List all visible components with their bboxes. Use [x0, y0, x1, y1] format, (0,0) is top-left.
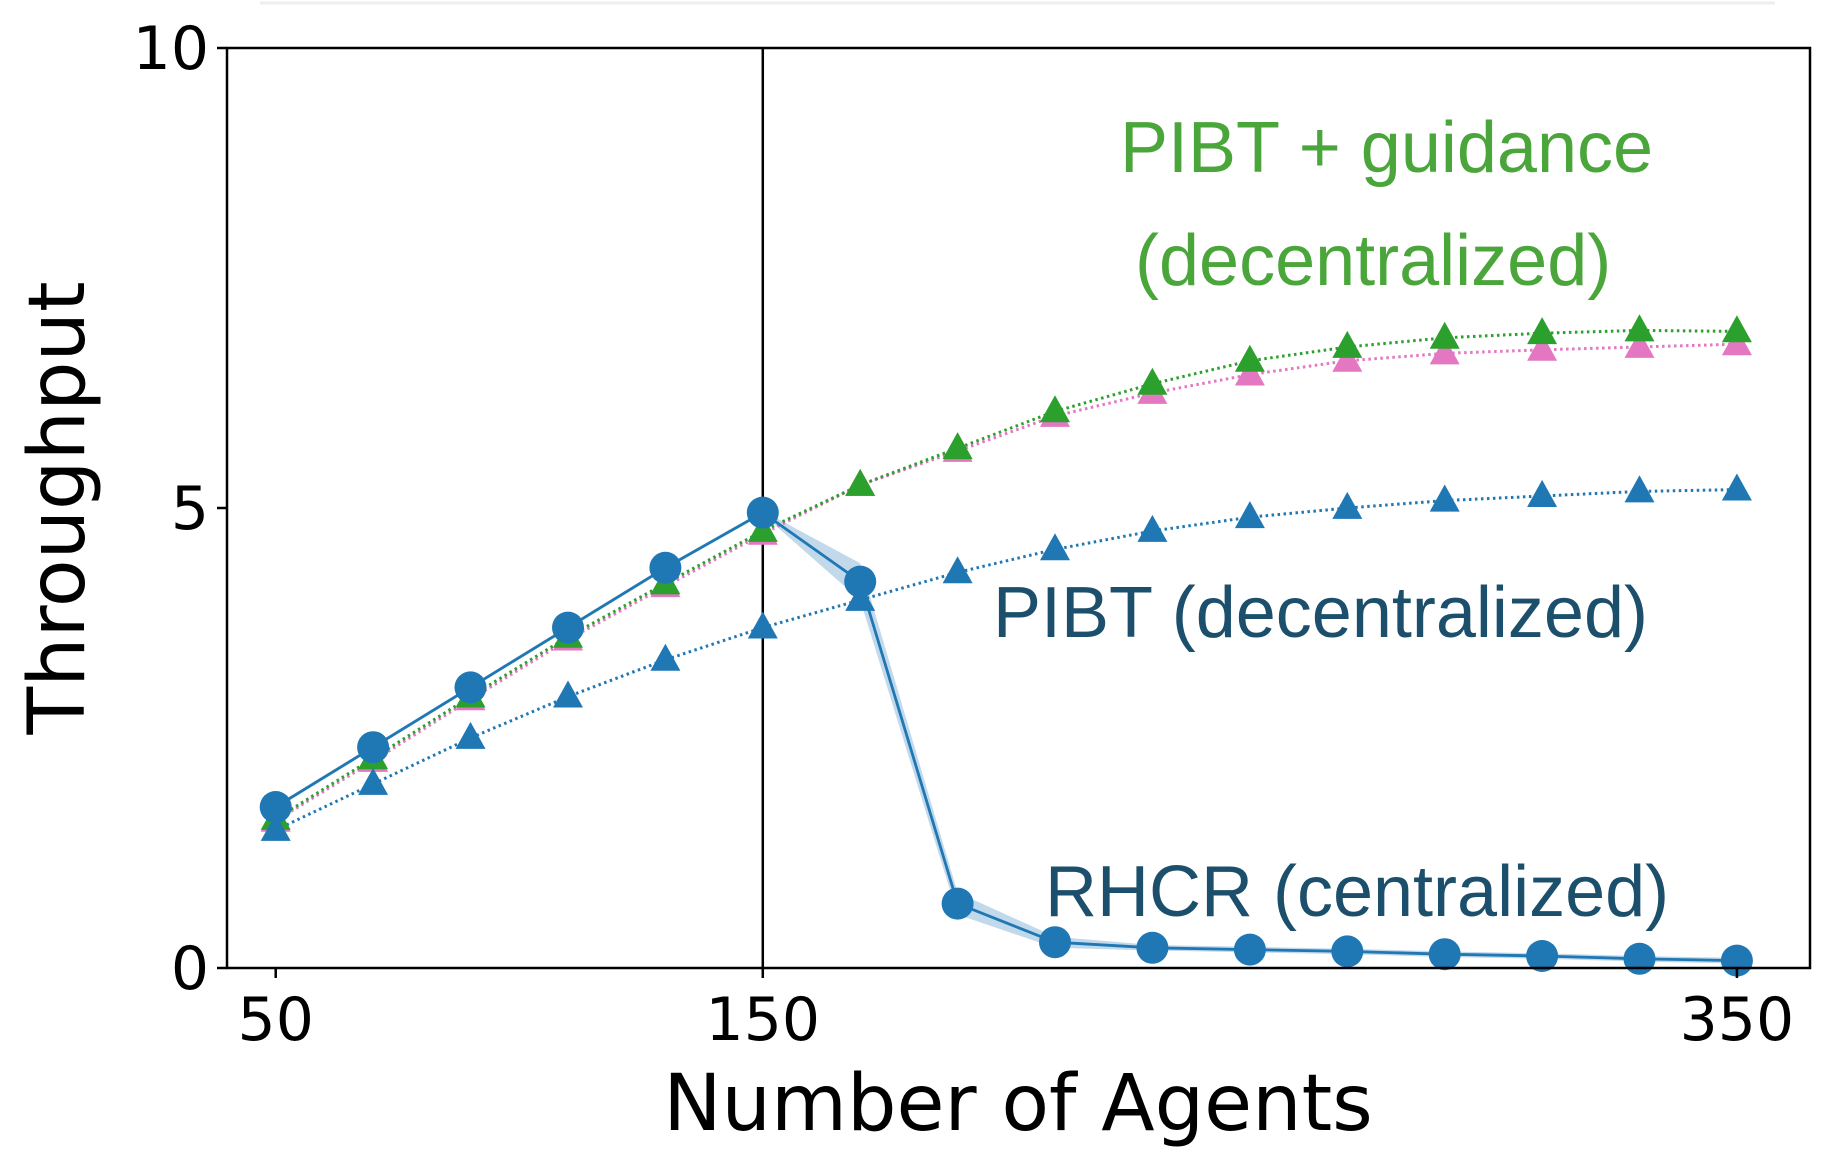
marker-series-0-point-1: [357, 731, 390, 764]
marker-series-1-point-1: [358, 767, 389, 795]
marker-series-3-point-10: [1234, 358, 1265, 386]
x-tick-label-0: 50: [238, 985, 314, 1055]
marker-series-0-point-4: [649, 551, 682, 584]
line-series-2: [274, 328, 1737, 821]
marker-series-2-point-8: [1040, 395, 1070, 423]
marker-series-3-point-12: [1429, 337, 1460, 365]
marker-series-0-point-7: [941, 887, 974, 920]
marker-series-2-point-9: [1137, 367, 1168, 395]
marker-series-2-point-13: [1527, 317, 1558, 345]
marker-series-3-point-14: [1624, 330, 1655, 358]
marker-series-0-point-2: [454, 671, 487, 704]
marker-series-2-point-7: [942, 432, 973, 460]
marker-series-1-point-10: [1234, 501, 1265, 529]
marker-series-1-point-3: [553, 680, 583, 708]
label-pibt-guidance-line2: (decentralized): [1135, 221, 1611, 301]
label-rhcr: RHCR (centralized): [1045, 852, 1669, 932]
marker-series-0-point-14: [1623, 942, 1656, 975]
marker-series-1-point-8: [1040, 533, 1070, 561]
y-axis-title: Throughput: [13, 281, 103, 735]
marker-series-0-point-9: [1136, 931, 1169, 964]
x-tick-label-2: 350: [1680, 985, 1795, 1055]
line-series-1: [275, 488, 1737, 832]
marker-series-0-point-0: [259, 791, 292, 823]
series-lines: [274, 328, 1737, 962]
marker-series-2-point-14: [1624, 314, 1655, 342]
marker-series-2-point-6: [845, 468, 876, 496]
marker-series-2-point-15: [1721, 315, 1752, 343]
marker-series-0-point-12: [1428, 938, 1461, 971]
marker-series-1-point-4: [650, 643, 681, 671]
marker-series-1-point-5: [747, 611, 778, 639]
axis-ticks: 50 150 350 0 5 10: [133, 14, 1795, 1055]
marker-series-0-point-5: [746, 496, 779, 529]
marker-series-1-point-14: [1624, 475, 1655, 503]
marker-series-1-point-11: [1332, 491, 1363, 519]
marker-series-0-point-10: [1233, 933, 1266, 966]
line-series-3: [274, 342, 1737, 823]
x-axis-title: Number of Agents: [663, 1059, 1373, 1149]
marker-series-1-point-13: [1527, 479, 1558, 507]
label-pibt: PIBT (decentralized): [993, 573, 1648, 653]
y-tick-label-1: 5: [171, 474, 209, 544]
y-tick-label-0: 0: [171, 934, 209, 1004]
y-tick-label-2: 10: [133, 14, 209, 84]
marker-series-1-point-15: [1721, 473, 1752, 501]
label-pibt-guidance-line1: PIBT + guidance: [1120, 108, 1653, 188]
marker-series-1-point-9: [1137, 514, 1168, 542]
marker-series-2-point-12: [1429, 321, 1460, 349]
line-series-0: [274, 510, 1737, 962]
marker-series-2-point-11: [1332, 330, 1363, 358]
marker-series-0-point-8: [1039, 926, 1071, 959]
marker-series-1-point-7: [942, 556, 973, 584]
marker-series-1-point-2: [455, 721, 486, 749]
marker-series-1-point-0: [260, 813, 291, 841]
marker-series-1-point-12: [1429, 484, 1460, 512]
x-tick-label-1: 150: [706, 985, 821, 1055]
marker-series-0-point-13: [1526, 940, 1559, 972]
marker-series-3-point-11: [1332, 344, 1363, 372]
marker-series-0-point-11: [1331, 935, 1364, 968]
marker-series-0-point-6: [844, 565, 877, 598]
marker-series-2-point-10: [1234, 344, 1265, 372]
marker-series-3-point-13: [1527, 333, 1558, 361]
marker-series-0-point-3: [552, 611, 584, 644]
series-markers: [259, 314, 1753, 977]
